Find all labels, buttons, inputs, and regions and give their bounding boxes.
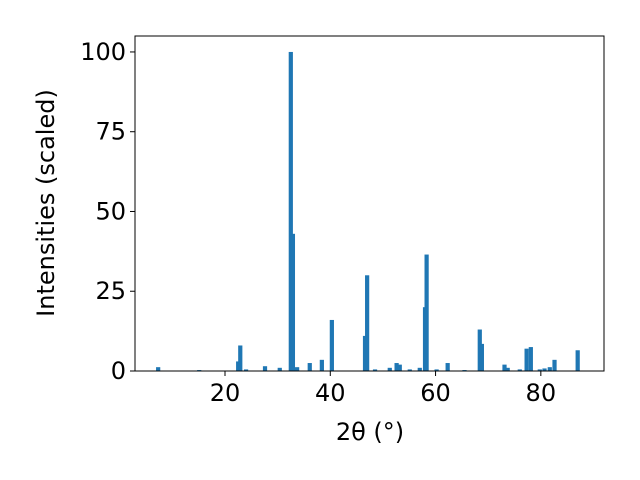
y-tick-label: 100: [80, 38, 126, 66]
bar: [524, 348, 529, 371]
bar: [372, 369, 378, 371]
bar: [407, 369, 412, 371]
bar: [445, 363, 450, 371]
y-tick-label: 50: [95, 197, 126, 225]
bar: [238, 345, 243, 371]
x-tick-label: 60: [420, 379, 451, 407]
bar: [277, 367, 282, 371]
bar: [288, 51, 293, 371]
bar: [575, 350, 580, 371]
bar: [387, 367, 392, 371]
bar: [537, 369, 542, 371]
bar: [502, 364, 507, 371]
y-tick-label: 0: [111, 357, 126, 385]
y-tick-label: 25: [95, 277, 126, 305]
bar: [290, 233, 296, 371]
x-axis-label: 2θ (°): [336, 418, 404, 446]
bar: [517, 369, 522, 371]
bar: [262, 366, 268, 371]
bar: [434, 369, 439, 371]
y-axis-label: Intensities (scaled): [32, 89, 60, 317]
bar: [295, 367, 300, 371]
bar: [329, 319, 334, 371]
bar: [547, 367, 552, 371]
bar: [542, 368, 547, 371]
bar: [397, 364, 402, 371]
bar: [394, 363, 399, 371]
bar: [417, 367, 422, 371]
plot-frame: [134, 35, 605, 372]
y-tick-label: 75: [95, 118, 126, 146]
bar: [528, 347, 533, 371]
bar: [243, 369, 249, 371]
x-tick-label: 40: [315, 379, 346, 407]
bar: [156, 367, 161, 371]
bar: [307, 363, 312, 371]
bar: [552, 359, 557, 371]
x-tick-label: 80: [526, 379, 557, 407]
bar: [505, 367, 510, 371]
bar: [479, 343, 484, 371]
bar: [365, 275, 370, 371]
x-tick-label: 20: [210, 379, 241, 407]
bar: [424, 254, 429, 371]
bar: [319, 359, 324, 371]
